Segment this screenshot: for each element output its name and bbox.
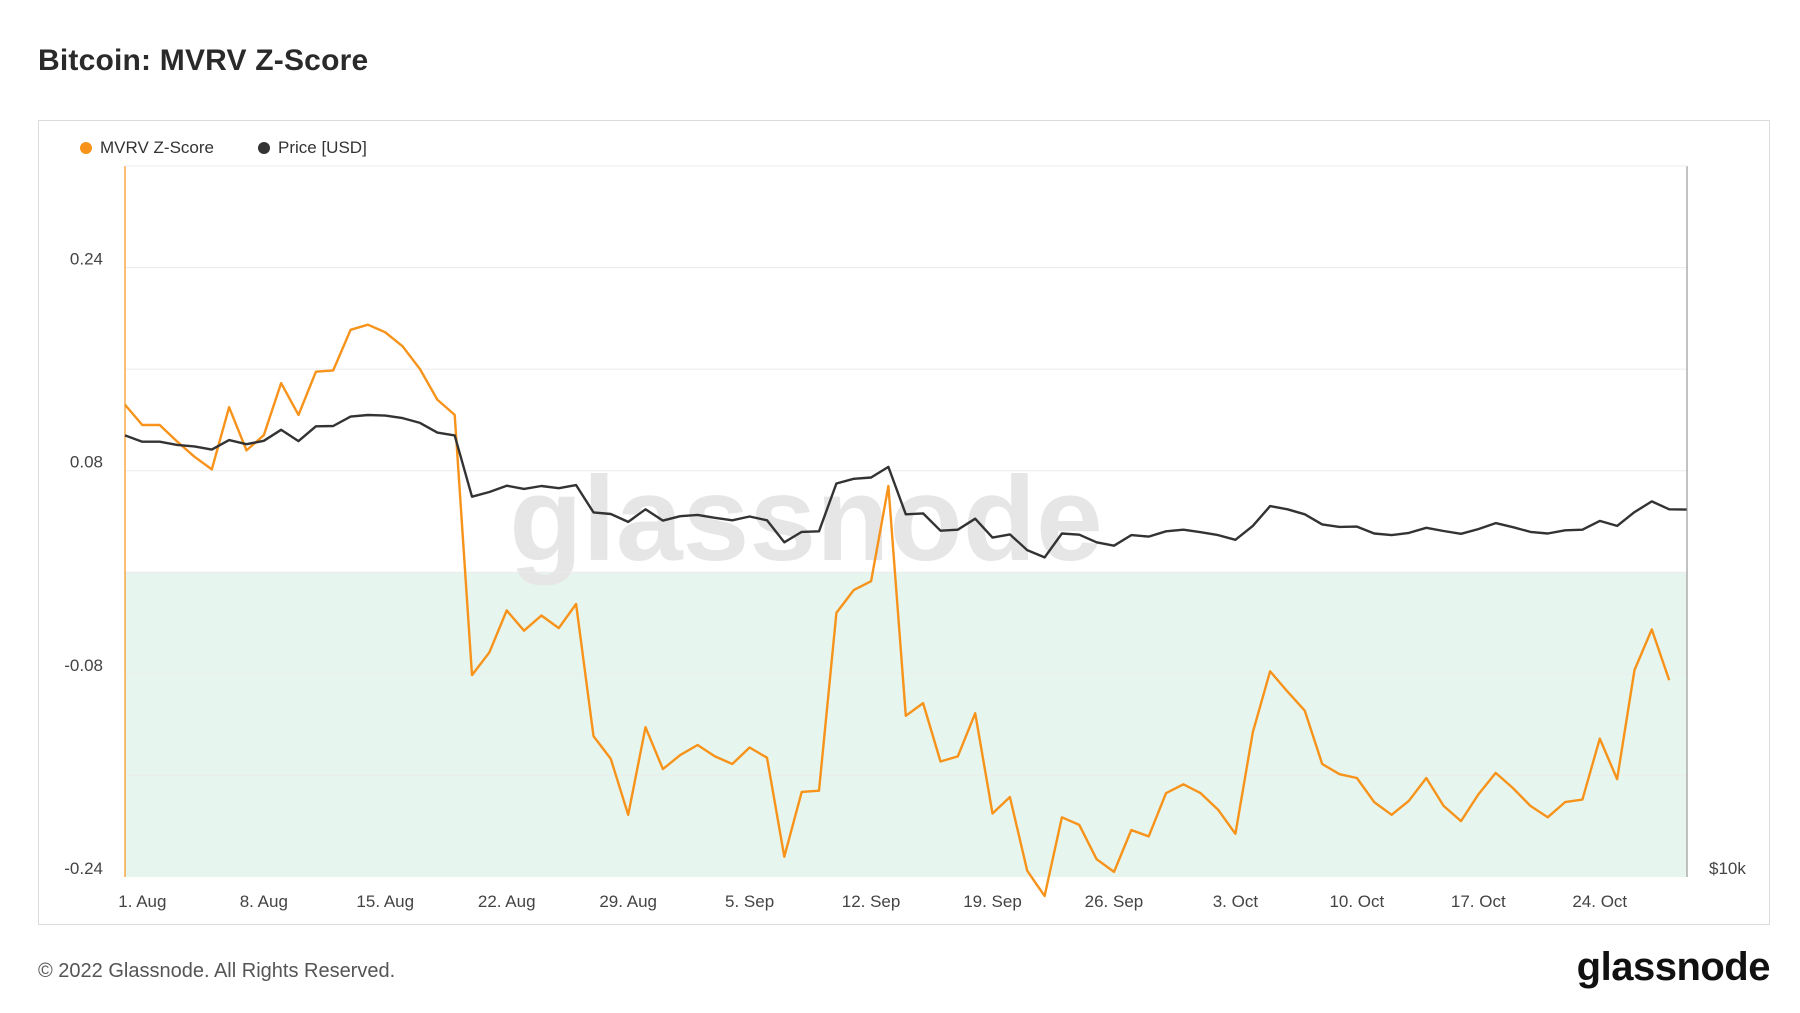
series-line-price: [124, 413, 1687, 559]
legend-item-mvrv[interactable]: MVRV Z-Score: [80, 138, 214, 158]
chart-frame: [38, 120, 1770, 925]
x-tick-label: 26. Sep: [1085, 892, 1144, 911]
x-tick-label: 5. Sep: [725, 892, 774, 911]
x-tick-label: 12. Sep: [842, 892, 901, 911]
legend-label-mvrv: MVRV Z-Score: [100, 138, 214, 157]
x-tick-label: 22. Aug: [478, 892, 536, 911]
x-tick-label: 19. Sep: [963, 892, 1022, 911]
copyright-text: © 2022 Glassnode. All Rights Reserved.: [38, 960, 396, 982]
series-line-mvrv: [124, 323, 1671, 898]
y-tick-label: 0.24: [70, 250, 103, 269]
x-tick-label: 8. Aug: [240, 892, 288, 911]
y-tick-label: -0.24: [64, 859, 103, 878]
x-tick-label: 1. Aug: [118, 892, 166, 911]
legend-dot-mvrv: [80, 142, 92, 154]
y-right-tick-label: $10k: [1709, 859, 1746, 878]
x-tick-label: 3. Oct: [1213, 892, 1259, 911]
shaded-band: [125, 572, 1687, 877]
page-title: Bitcoin: MVRV Z-Score: [38, 44, 369, 77]
x-tick-label: 29. Aug: [599, 892, 657, 911]
chart-legend: MVRV Z-Score Price [USD]: [80, 138, 367, 158]
legend-item-price[interactable]: Price [USD]: [258, 138, 367, 158]
x-tick-label: 17. Oct: [1451, 892, 1506, 911]
watermark-text: glassnode: [509, 452, 1103, 586]
x-tick-label: 15. Aug: [356, 892, 414, 911]
x-tick-label: 10. Oct: [1329, 892, 1384, 911]
legend-label-price: Price [USD]: [278, 138, 367, 157]
legend-dot-price: [258, 142, 270, 154]
x-tick-label: 24. Oct: [1572, 892, 1627, 911]
glassnode-logo: glassnode: [1576, 945, 1771, 989]
y-tick-label: -0.08: [64, 656, 103, 675]
y-tick-label: 0.08: [70, 453, 103, 472]
